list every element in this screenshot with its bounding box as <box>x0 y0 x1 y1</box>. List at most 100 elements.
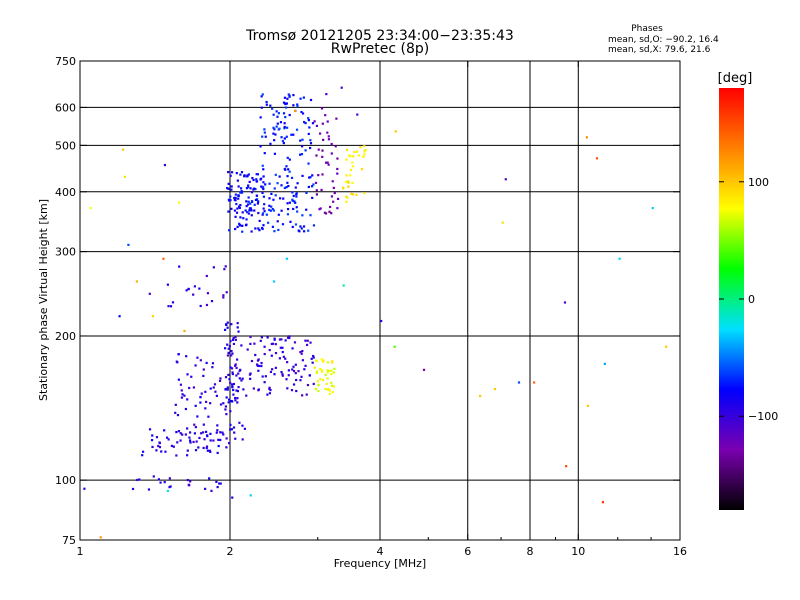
data-point <box>245 218 248 221</box>
data-point <box>317 148 320 151</box>
data-point <box>261 135 264 138</box>
data-point <box>244 224 248 227</box>
data-point <box>324 373 327 376</box>
data-point <box>239 191 242 194</box>
data-point <box>229 199 232 202</box>
data-point <box>243 427 247 430</box>
data-point <box>250 359 254 363</box>
data-point <box>293 200 296 203</box>
data-point <box>294 201 297 204</box>
data-point <box>332 186 335 190</box>
data-point <box>234 193 237 196</box>
data-point <box>308 126 311 129</box>
data-point <box>226 186 229 190</box>
data-point <box>293 109 297 113</box>
data-point <box>229 381 232 384</box>
data-point <box>201 431 205 434</box>
data-point <box>184 407 188 411</box>
data-point <box>166 489 169 493</box>
data-point <box>333 191 336 195</box>
data-point <box>309 139 312 142</box>
data-point <box>313 366 316 369</box>
data-point <box>225 446 228 449</box>
data-point <box>256 202 260 205</box>
data-point <box>255 173 258 176</box>
data-point <box>247 212 250 215</box>
data-point <box>618 257 621 260</box>
data-point <box>283 102 287 105</box>
x-tick-label: 4 <box>377 545 384 558</box>
data-point <box>183 394 186 397</box>
data-point <box>301 359 304 362</box>
data-point <box>151 315 155 318</box>
data-point <box>291 368 294 371</box>
data-point <box>272 132 275 135</box>
data-point <box>327 138 331 141</box>
data-point <box>331 360 334 363</box>
y-axis-label: Stationary phase Virtual Height [km] <box>37 199 50 401</box>
data-point <box>237 197 240 200</box>
data-points <box>83 86 668 539</box>
data-point <box>320 369 323 372</box>
data-point <box>208 477 211 480</box>
data-point <box>285 165 288 168</box>
data-point <box>309 142 313 145</box>
data-point <box>291 225 294 229</box>
data-point <box>348 154 351 157</box>
data-point <box>127 243 130 246</box>
data-point <box>302 225 306 228</box>
data-point <box>601 501 605 504</box>
data-point <box>185 355 188 358</box>
data-point <box>230 383 234 386</box>
data-point <box>331 180 334 183</box>
data-point <box>222 296 225 299</box>
data-point <box>286 181 289 184</box>
data-point <box>360 167 364 171</box>
data-point <box>177 430 181 433</box>
data-point <box>318 132 322 135</box>
data-point <box>327 163 330 166</box>
data-point <box>260 177 263 180</box>
data-point <box>281 350 284 354</box>
data-point <box>278 175 281 178</box>
data-point <box>232 426 236 429</box>
data-point <box>238 222 241 225</box>
data-point <box>288 335 291 338</box>
data-point <box>292 133 295 136</box>
data-point <box>236 326 239 329</box>
data-point <box>266 336 269 339</box>
data-point <box>231 371 234 374</box>
data-point <box>262 168 265 171</box>
data-point <box>263 381 266 384</box>
data-point <box>219 438 222 442</box>
data-point <box>336 157 339 160</box>
data-point <box>246 203 250 206</box>
data-point <box>272 113 275 116</box>
data-point <box>258 219 261 223</box>
data-point <box>184 433 187 436</box>
data-point <box>225 396 228 399</box>
data-point <box>286 175 289 178</box>
data-point <box>168 477 171 480</box>
data-point <box>209 450 212 453</box>
data-point <box>257 200 260 203</box>
data-point <box>585 136 588 139</box>
data-point <box>237 194 240 198</box>
data-point <box>231 496 234 499</box>
data-point <box>273 337 276 340</box>
data-point <box>231 372 234 376</box>
data-point <box>342 186 345 189</box>
data-point <box>197 446 200 449</box>
data-point <box>239 216 242 219</box>
data-point <box>204 400 208 404</box>
data-point <box>394 130 397 133</box>
data-point <box>290 133 293 136</box>
data-point <box>258 229 261 232</box>
data-point <box>362 155 365 158</box>
data-point <box>205 274 208 278</box>
data-point <box>327 369 330 373</box>
data-point <box>226 354 230 357</box>
data-point <box>252 387 255 390</box>
data-point <box>273 187 276 190</box>
data-point <box>247 200 250 203</box>
